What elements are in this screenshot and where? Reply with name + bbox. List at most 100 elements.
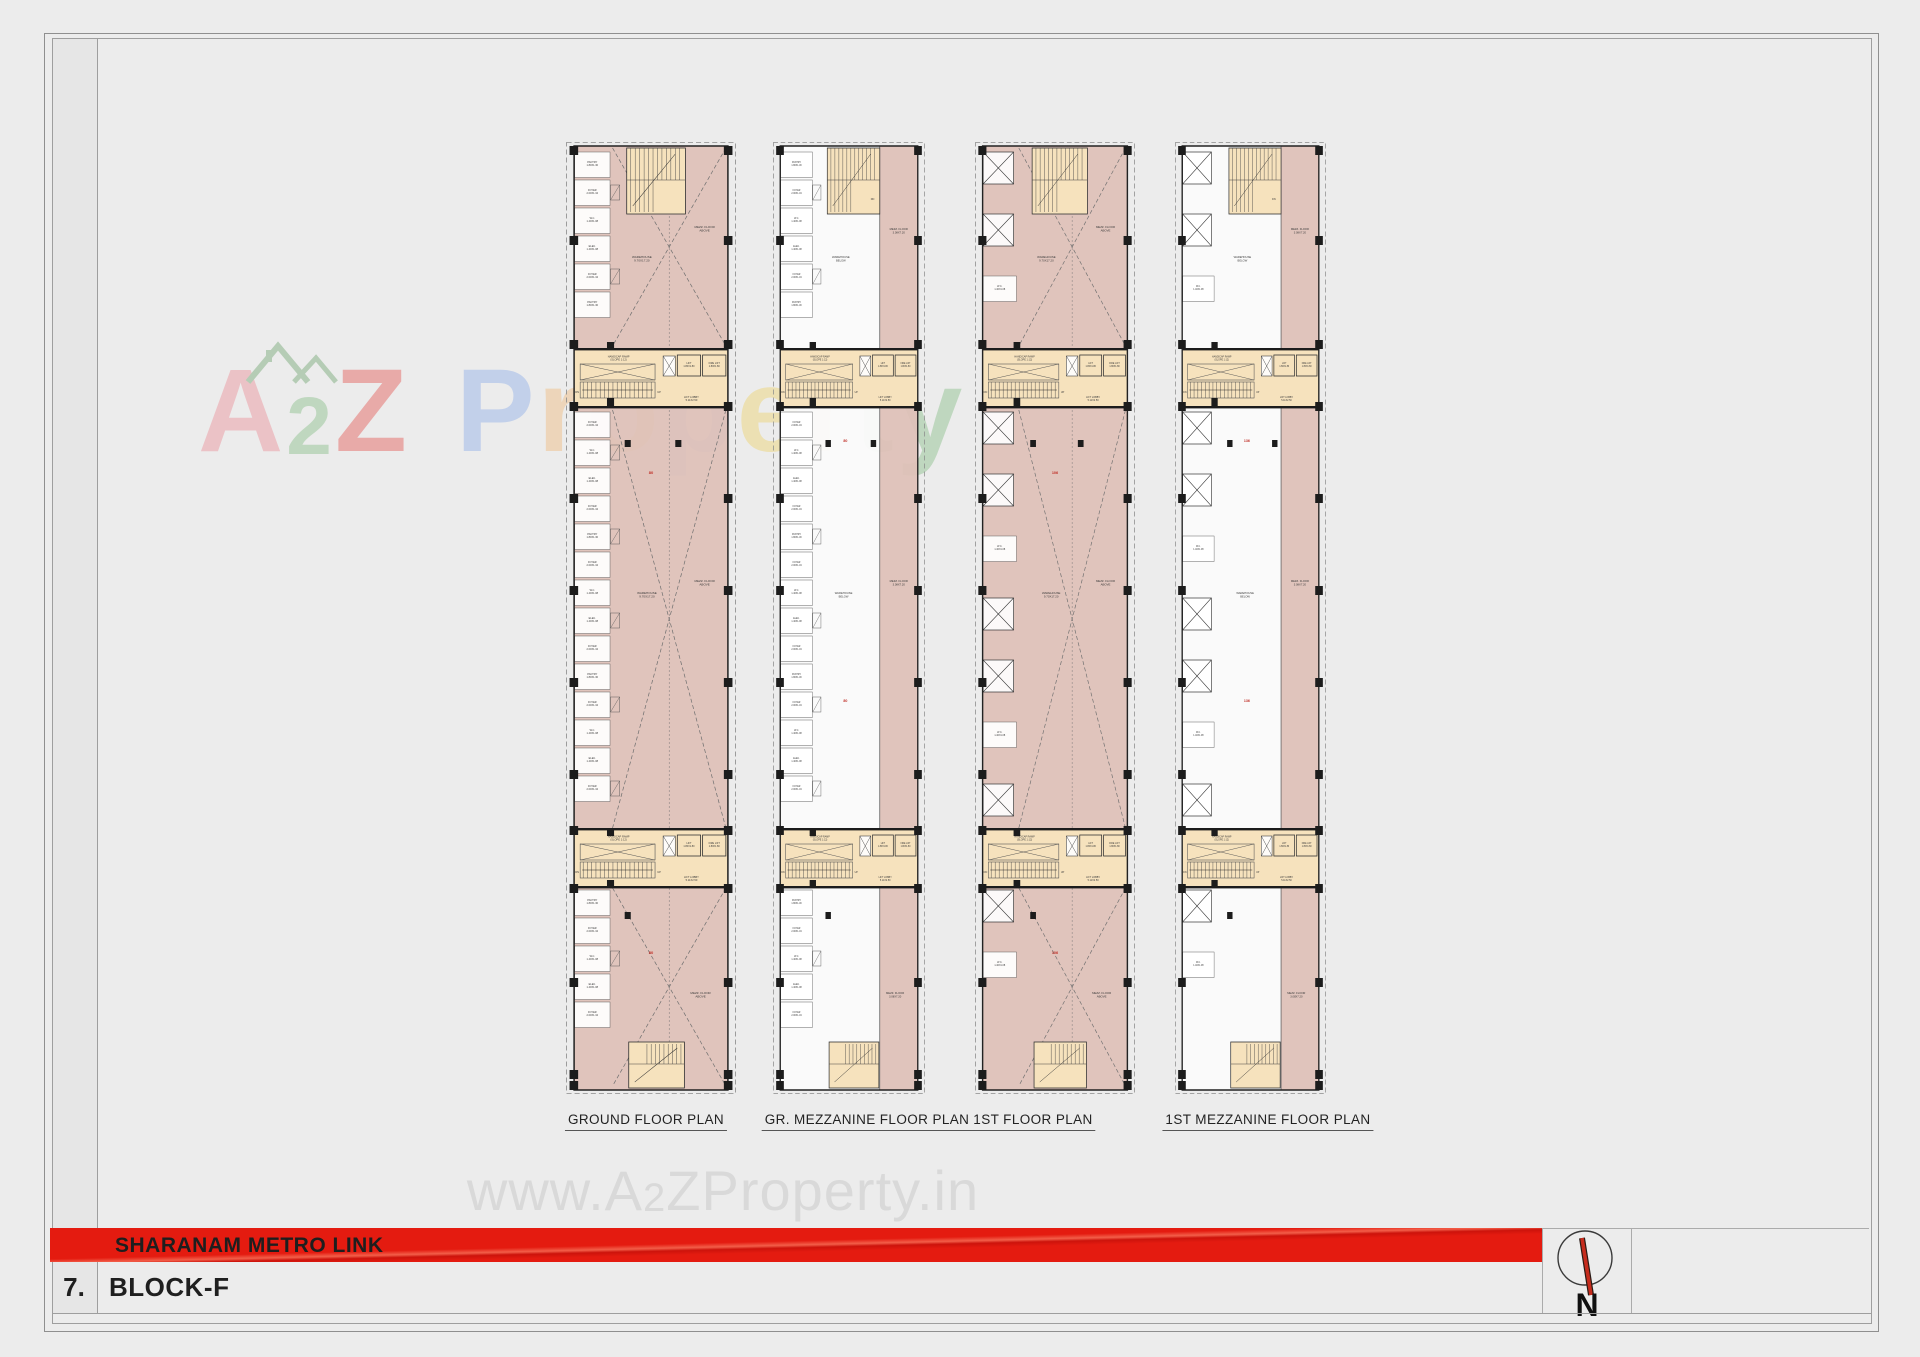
svg-text:W.C.1.40X1.08: W.C. 1.40X1.08	[1193, 731, 1204, 737]
watermark-text-sub: 2	[643, 1176, 667, 1220]
svg-text:W.C.1.40X1.08: W.C. 1.40X1.08	[1193, 285, 1204, 291]
svg-text:DN: DN	[1272, 197, 1276, 201]
block-title: BLOCK-F	[109, 1272, 230, 1302]
website-watermark: www.A 2 ZProperty.in	[467, 1163, 979, 1219]
svg-text:W.C.1.40X1.08: W.C. 1.40X1.08	[791, 955, 802, 961]
svg-text:W.C.1.40X1.08: W.C. 1.40X1.08	[587, 217, 599, 223]
svg-text:W.C.1.40X1.08: W.C. 1.40X1.08	[791, 589, 802, 595]
svg-text:HANDICAP RAMP(SLOPE 1:12): HANDICAP RAMP (SLOPE 1:12)	[810, 355, 830, 361]
svg-text:W.C.1.40X1.08: W.C. 1.40X1.08	[791, 729, 802, 735]
svg-text:ELEC.1.40X1.08: ELEC. 1.40X1.08	[587, 983, 599, 989]
svg-text:DN: DN	[781, 871, 785, 874]
plan-label-first-mezzanine-floor: 1ST MEZZANINE FLOOR PLAN	[1162, 1112, 1374, 1131]
sheet-index: 7.	[63, 1272, 85, 1302]
svg-text:80: 80	[843, 439, 847, 443]
project-name: SHARANAM METRO LINK	[115, 1234, 384, 1257]
logo-letter: 2	[286, 381, 335, 472]
svg-text:HANDICAP RAMP(SLOPE 1:12): HANDICAP RAMP (SLOPE 1:12)	[1014, 355, 1035, 361]
svg-text:UP: UP	[1256, 391, 1260, 394]
project-banner: SHARANAM METRO LINK	[50, 1228, 1542, 1262]
titleblock-empty-cell	[1630, 1228, 1869, 1314]
plan-label-ground-floor: GROUND FLOOR PLAN	[564, 1112, 728, 1131]
svg-text:W.C.1.40X1.08: W.C. 1.40X1.08	[994, 545, 1005, 551]
banner-gloss-streak	[50, 1228, 1542, 1262]
svg-text:W.C.1.40X1.08: W.C. 1.40X1.08	[994, 961, 1005, 967]
svg-text:HANDICAP RAMP(SLOPE 1:12): HANDICAP RAMP (SLOPE 1:12)	[1212, 355, 1232, 361]
svg-text:ELEC.1.40X1.08: ELEC. 1.40X1.08	[791, 617, 802, 623]
svg-text:DN: DN	[575, 870, 579, 874]
svg-text:ELEC.1.40X1.08: ELEC. 1.40X1.08	[791, 245, 802, 251]
inner-border	[52, 38, 1872, 1324]
svg-text:W.C.1.40X1.08: W.C. 1.40X1.08	[791, 449, 802, 455]
svg-text:ELEC.1.40X1.08: ELEC. 1.40X1.08	[587, 617, 599, 623]
svg-text:106: 106	[1052, 470, 1059, 475]
watermark-text: ZProperty.in	[666, 1159, 980, 1222]
floor-plan-first-floor: W.C. 1.40X1.08 W.C. 1.40X1.08 W.C. 1.40X1.08 W…	[975, 142, 1135, 1099]
svg-text:DN: DN	[575, 390, 579, 394]
logo-letter: A	[198, 345, 287, 477]
svg-text:W.C.1.40X1.08: W.C. 1.40X1.08	[994, 731, 1005, 737]
svg-text:W.C.1.40X1.08: W.C. 1.40X1.08	[791, 217, 802, 223]
svg-text:W.C.1.40X1.08: W.C. 1.40X1.08	[1193, 545, 1204, 551]
watermark-text: www.A	[466, 1159, 644, 1222]
floor-plan-ground-floor: PANTRY 1.80X1.30 FOYER 2.00X1.34 W.C. 1.40X1.…	[566, 142, 736, 1099]
svg-text:HANDICAP RAMP(SLOPE 1:12): HANDICAP RAMP (SLOPE 1:12)	[608, 355, 630, 362]
svg-text:ELEC.1.40X1.08: ELEC. 1.40X1.08	[587, 245, 599, 251]
svg-text:DN: DN	[1183, 391, 1187, 394]
svg-text:UP: UP	[855, 871, 859, 874]
svg-text:DN: DN	[871, 197, 875, 201]
svg-text:136: 136	[1244, 699, 1250, 703]
logo-letter: Z	[334, 345, 410, 477]
floor-plan-gr-mezzanine-floor: PANTRY 1.80X1.30 FOYER 2.00X1.34 W.C. 1.40X1.…	[773, 142, 925, 1099]
svg-text:W.C.1.40X1.08: W.C. 1.40X1.08	[587, 589, 599, 595]
svg-text:ELEC.1.40X1.08: ELEC. 1.40X1.08	[587, 757, 599, 763]
svg-text:DN: DN	[984, 871, 988, 874]
svg-text:HANDICAP RAMP(SLOPE 1:12): HANDICAP RAMP (SLOPE 1:12)	[1014, 835, 1035, 841]
